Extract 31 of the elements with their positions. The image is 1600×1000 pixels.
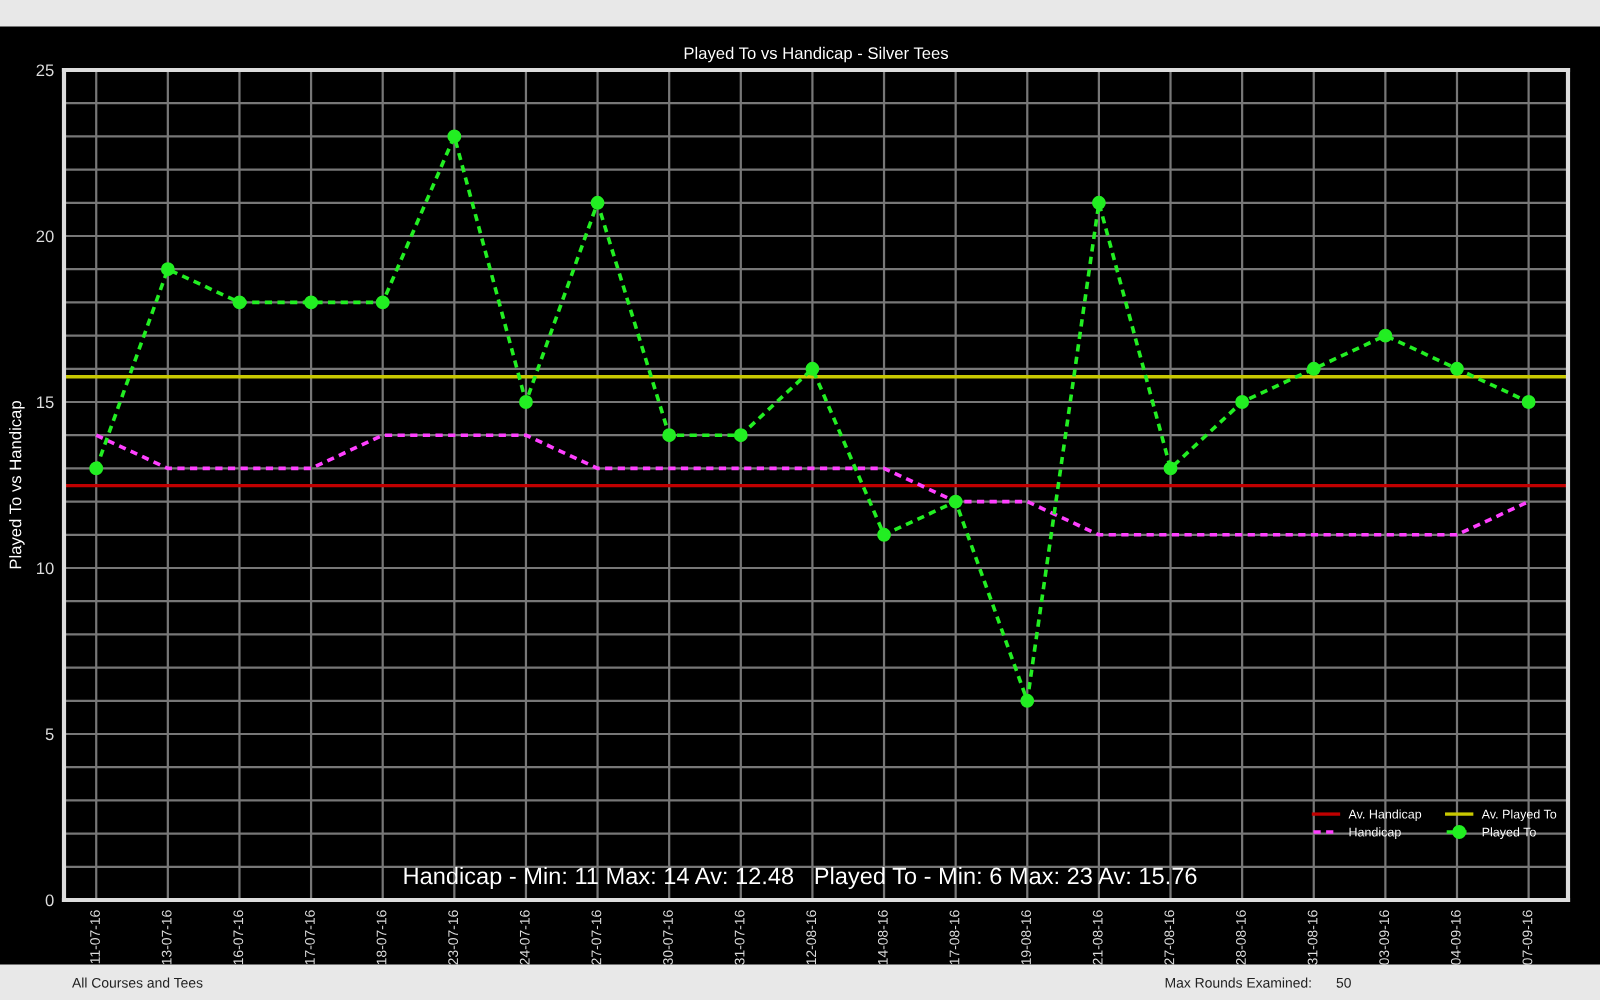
point <box>447 129 462 144</box>
point <box>590 195 605 210</box>
y-tick-label: 15 <box>37 396 54 409</box>
point <box>805 361 820 376</box>
point <box>662 428 677 443</box>
annotation: Handicap - Min: 11 Max: 14 Av: 12.48 Played To - Min: 6 Max: 23 Av: 15.76 <box>404 866 1197 890</box>
y-tick-label: 0 <box>45 894 54 907</box>
y-tick-label: 20 <box>36 230 54 243</box>
line-series <box>94 433 1531 537</box>
point <box>733 428 748 443</box>
point <box>1163 461 1178 476</box>
point <box>160 262 175 277</box>
point <box>877 527 891 542</box>
y-tick-label: 10 <box>37 562 54 575</box>
point <box>89 461 104 476</box>
point <box>1020 693 1035 708</box>
point <box>948 494 963 509</box>
point <box>304 295 319 310</box>
point <box>1235 395 1250 409</box>
point <box>232 295 247 310</box>
chart-title: Played To vs Handicap - Silver Tees <box>684 46 949 63</box>
point <box>519 395 533 409</box>
y-tick-label: 5 <box>45 728 54 741</box>
point <box>1306 361 1321 376</box>
y-axis-title: Played To vs Handicap <box>9 401 25 569</box>
point <box>1378 328 1393 343</box>
point <box>1521 395 1536 409</box>
point <box>1450 361 1464 376</box>
point <box>1091 195 1106 210</box>
y-tick-label: 25 <box>36 64 54 77</box>
point <box>375 295 390 310</box>
